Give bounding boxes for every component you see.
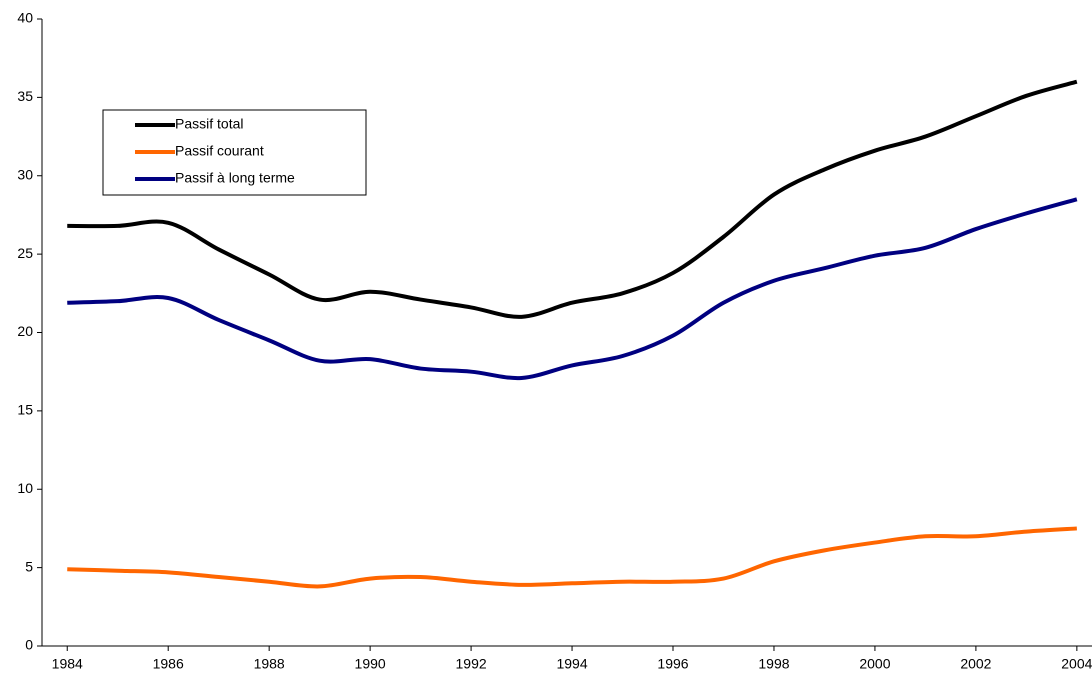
series-line — [67, 79, 1078, 319]
x-tick-label: 2002 — [960, 656, 991, 672]
y-tick-label: 10 — [17, 480, 33, 496]
x-tick-label: 1984 — [52, 656, 83, 672]
x-tick-label: 2000 — [859, 656, 890, 672]
x-tick-label: 2004 — [1061, 656, 1092, 672]
x-tick-label: 1988 — [254, 656, 285, 672]
y-tick-label: 20 — [17, 323, 33, 339]
x-tick-label: 1996 — [657, 656, 688, 672]
x-tick-label: 1990 — [355, 656, 386, 672]
y-tick-label: 0 — [25, 637, 33, 653]
y-tick-label: 35 — [17, 88, 33, 104]
y-tick-label: 40 — [17, 10, 33, 26]
series-line — [67, 526, 1077, 589]
y-tick-label: 30 — [17, 166, 33, 182]
x-tick-label: 1986 — [153, 656, 184, 672]
legend-label: Passif courant — [175, 143, 264, 159]
y-tick-label: 5 — [25, 558, 33, 574]
series-line — [67, 197, 1078, 381]
x-tick-label: 1992 — [456, 656, 487, 672]
legend-label: Passif à long terme — [175, 170, 295, 186]
x-tick-label: 1998 — [758, 656, 789, 672]
x-tick-label: 1994 — [556, 656, 587, 672]
legend-label: Passif total — [175, 116, 243, 132]
y-tick-label: 15 — [17, 402, 33, 418]
y-tick-label: 25 — [17, 245, 33, 261]
